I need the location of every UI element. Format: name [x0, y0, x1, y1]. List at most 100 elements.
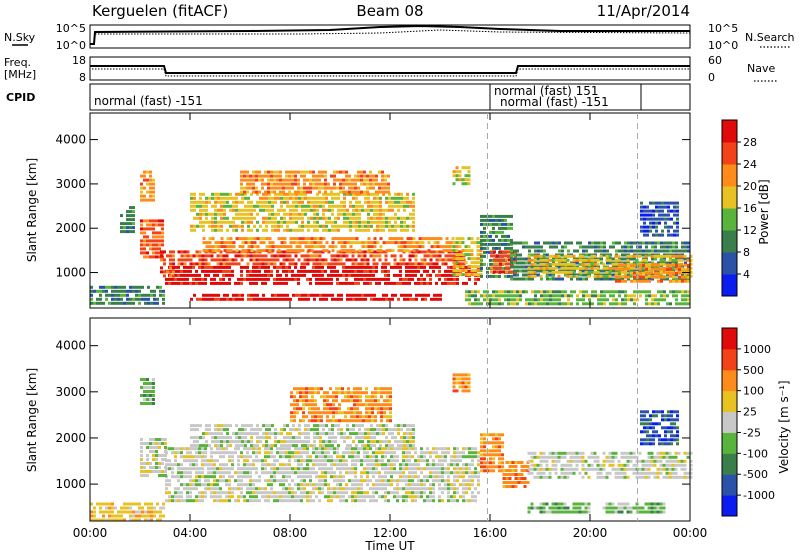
heatmap-cell [363, 273, 366, 277]
heatmap-cell [253, 428, 256, 432]
heatmap-cell [458, 241, 462, 245]
heatmap-cell [307, 241, 311, 245]
heatmap-cell [654, 269, 657, 273]
heatmap-cell [204, 269, 207, 273]
heatmap-cell [229, 297, 232, 301]
heatmap-cell [346, 224, 349, 228]
heatmap-cell [228, 467, 231, 471]
heatmap-cell [360, 459, 363, 463]
heatmap-cell [259, 208, 262, 212]
heatmap-cell [345, 459, 348, 463]
heatmap-cell [393, 273, 396, 277]
heatmap-cell [575, 258, 579, 262]
heatmap-cell [675, 261, 678, 265]
heatmap-cell [363, 455, 366, 459]
heatmap-cell [340, 204, 343, 208]
heatmap-cell [201, 281, 204, 285]
heatmap-cell [325, 440, 328, 444]
heatmap-cell [220, 436, 223, 440]
heatmap-cell [375, 190, 378, 194]
heatmap-cell [183, 250, 187, 254]
heatmap-cell [462, 447, 465, 451]
heatmap-cell [551, 274, 555, 278]
heatmap-cell [385, 196, 388, 200]
heatmap-cell [217, 245, 221, 249]
heatmap-cell [429, 475, 432, 479]
heatmap-cell [646, 229, 649, 233]
heatmap-cell [546, 294, 549, 298]
heatmap-cell [90, 289, 93, 293]
heatmap-cell [346, 249, 350, 253]
heatmap-cell [612, 241, 615, 245]
heatmap-cell [546, 302, 549, 306]
heatmap-cell [327, 499, 330, 503]
heatmap-cell [563, 266, 567, 270]
heatmap-cell [366, 258, 370, 262]
heatmap-cell [426, 281, 429, 285]
heatmap-cell [304, 224, 307, 228]
heatmap-cell [273, 254, 277, 258]
heatmap-cell [429, 487, 432, 491]
heatmap-cell [390, 459, 393, 463]
heatmap-cell [327, 471, 330, 475]
heatmap-cell [144, 301, 147, 305]
heatmap-cell [328, 436, 331, 440]
heatmap-cell [467, 178, 471, 182]
heatmap-cell [149, 239, 152, 243]
heatmap-cell [450, 455, 453, 459]
heatmap-cell [225, 262, 229, 266]
heatmap-cell [288, 487, 291, 491]
heatmap-cell [621, 245, 624, 249]
heatmap-cell [316, 424, 319, 428]
heatmap-cell [348, 186, 351, 190]
heatmap-cell [480, 246, 483, 250]
heatmap-cell [563, 254, 567, 258]
heatmap-cell [597, 245, 600, 249]
heatmap-cell [376, 224, 379, 228]
heatmap-cell [519, 265, 522, 269]
heatmap-cell [186, 273, 189, 277]
heatmap-cell [168, 495, 171, 499]
heatmap-cell [252, 258, 256, 262]
heatmap-cell [192, 487, 195, 491]
heatmap-cell [459, 475, 462, 479]
heatmap-cell [286, 245, 290, 249]
heatmap-cell [286, 249, 290, 253]
heatmap-cell [331, 204, 334, 208]
heatmap-cell [372, 250, 376, 254]
heatmap-cell [390, 471, 393, 475]
heatmap-cell [318, 281, 321, 285]
heatmap-cell [310, 241, 314, 245]
heatmap-cell [516, 269, 519, 273]
heatmap-cell [522, 269, 525, 273]
heatmap-cell [315, 447, 318, 451]
heatmap-cell [609, 277, 612, 281]
heatmap-cell [462, 495, 465, 499]
heatmap-cell [420, 258, 424, 262]
heatmap-cell [267, 277, 270, 281]
heatmap-cell [393, 491, 396, 495]
heatmap-cell [264, 281, 267, 285]
heatmap-cell [474, 294, 477, 298]
heatmap-cell [250, 444, 253, 448]
heatmap-cell [618, 290, 621, 294]
heatmap-cell [499, 250, 502, 254]
heatmap-cell [661, 229, 664, 233]
heatmap-cell [219, 277, 222, 281]
heatmap-cell [513, 241, 516, 245]
heatmap-cell [456, 499, 459, 503]
heatmap-cell [654, 298, 657, 302]
heatmap-cell [319, 297, 322, 301]
heatmap-cell [241, 424, 244, 428]
heatmap-cell [339, 491, 342, 495]
heatmap-cell [555, 277, 558, 281]
heatmap-cell [411, 487, 414, 491]
heatmap-cell [408, 254, 412, 258]
heatmap-cell [277, 237, 281, 241]
heatmap-cell [214, 228, 217, 232]
heatmap-cell [684, 263, 687, 267]
heatmap-cell [459, 459, 462, 463]
heatmap-cell [143, 231, 146, 235]
heatmap-cell [394, 293, 397, 297]
heatmap-cell [615, 241, 618, 245]
